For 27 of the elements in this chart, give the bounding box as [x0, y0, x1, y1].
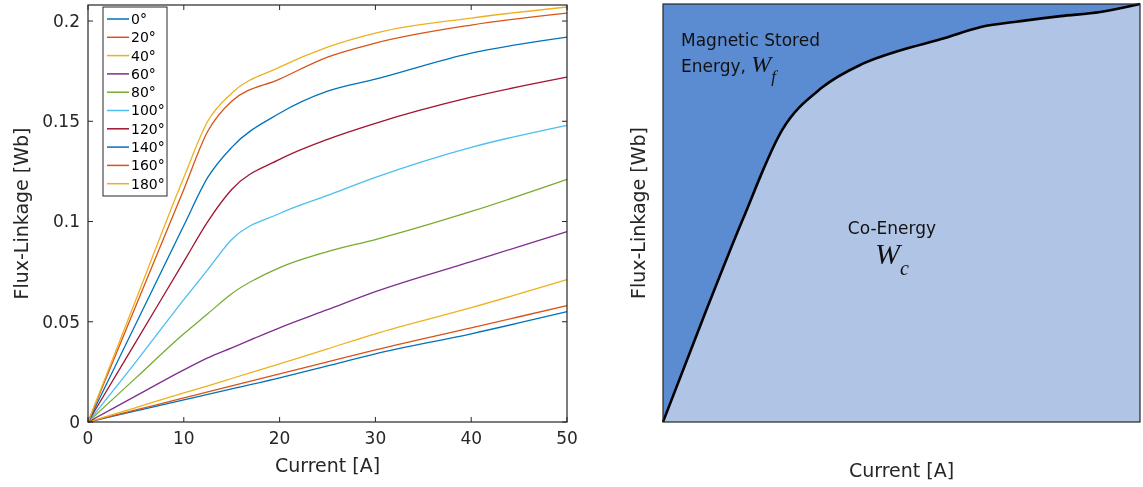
legend-label: 60° — [131, 65, 156, 82]
legend-label: 180° — [131, 175, 165, 192]
legend-label: 160° — [131, 157, 165, 174]
y-tick-label: 0.2 — [52, 10, 80, 31]
x-axis-title: Current [A] — [848, 459, 955, 481]
x-tick-label: 40 — [460, 428, 483, 448]
legend-label: 80° — [131, 84, 156, 101]
y-tick-label: 0.1 — [52, 211, 80, 232]
y-tick-label: 0.05 — [42, 311, 80, 332]
legend-label: 20° — [131, 29, 156, 46]
x-tick-label: 30 — [364, 428, 387, 448]
x-axis-title: Current [A] — [274, 454, 381, 476]
y-tick-label: 0 — [69, 411, 80, 432]
y-tick-label: 0.15 — [42, 111, 80, 132]
legend-label: 140° — [131, 139, 165, 155]
legend-label: 0° — [131, 10, 147, 27]
legend-label: 120° — [131, 120, 165, 137]
annotation: Co-Energy W$_{c}$ — [847, 217, 937, 279]
y-axis-title: Flux-Linkage [Wb] — [10, 127, 32, 300]
y-axis-title: Flux-Linkage [Wb] — [627, 126, 649, 300]
legend-label: 100° — [131, 102, 165, 119]
annotation: Magnetic Stored Energy, W$_{f}$ — [681, 30, 820, 86]
x-tick-label: 0 — [82, 428, 94, 448]
legend-label: 40° — [131, 47, 156, 64]
x-tick-label: 10 — [172, 428, 195, 448]
x-tick-label: 20 — [268, 428, 291, 448]
x-tick-label: 50 — [556, 428, 578, 448]
